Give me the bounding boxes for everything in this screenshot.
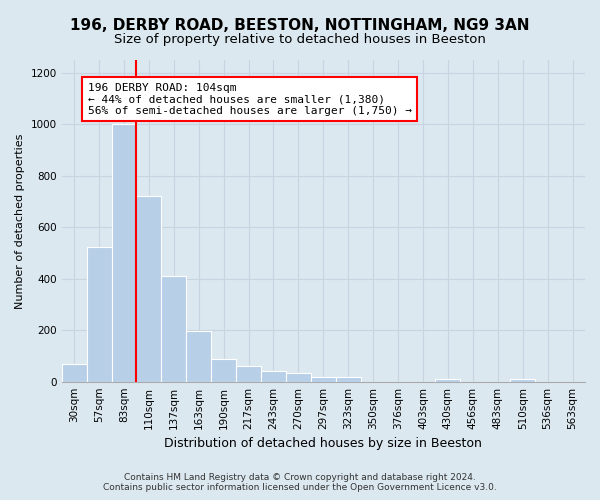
Text: Contains HM Land Registry data © Crown copyright and database right 2024.
Contai: Contains HM Land Registry data © Crown c… bbox=[103, 473, 497, 492]
Bar bbox=[510, 379, 535, 382]
Bar bbox=[261, 372, 286, 382]
Bar bbox=[311, 376, 336, 382]
Bar bbox=[336, 376, 361, 382]
Text: 196 DERBY ROAD: 104sqm
← 44% of detached houses are smaller (1,380)
56% of semi-: 196 DERBY ROAD: 104sqm ← 44% of detached… bbox=[88, 82, 412, 116]
Bar bbox=[286, 374, 311, 382]
Bar bbox=[211, 359, 236, 382]
Text: 196, DERBY ROAD, BEESTON, NOTTINGHAM, NG9 3AN: 196, DERBY ROAD, BEESTON, NOTTINGHAM, NG… bbox=[70, 18, 530, 32]
Bar bbox=[236, 366, 261, 382]
Bar bbox=[161, 276, 186, 382]
Bar bbox=[112, 124, 136, 382]
Text: Size of property relative to detached houses in Beeston: Size of property relative to detached ho… bbox=[114, 32, 486, 46]
Bar bbox=[62, 364, 86, 382]
X-axis label: Distribution of detached houses by size in Beeston: Distribution of detached houses by size … bbox=[164, 437, 482, 450]
Bar bbox=[436, 379, 460, 382]
Bar bbox=[86, 246, 112, 382]
Bar bbox=[186, 332, 211, 382]
Y-axis label: Number of detached properties: Number of detached properties bbox=[15, 133, 25, 308]
Bar bbox=[136, 196, 161, 382]
